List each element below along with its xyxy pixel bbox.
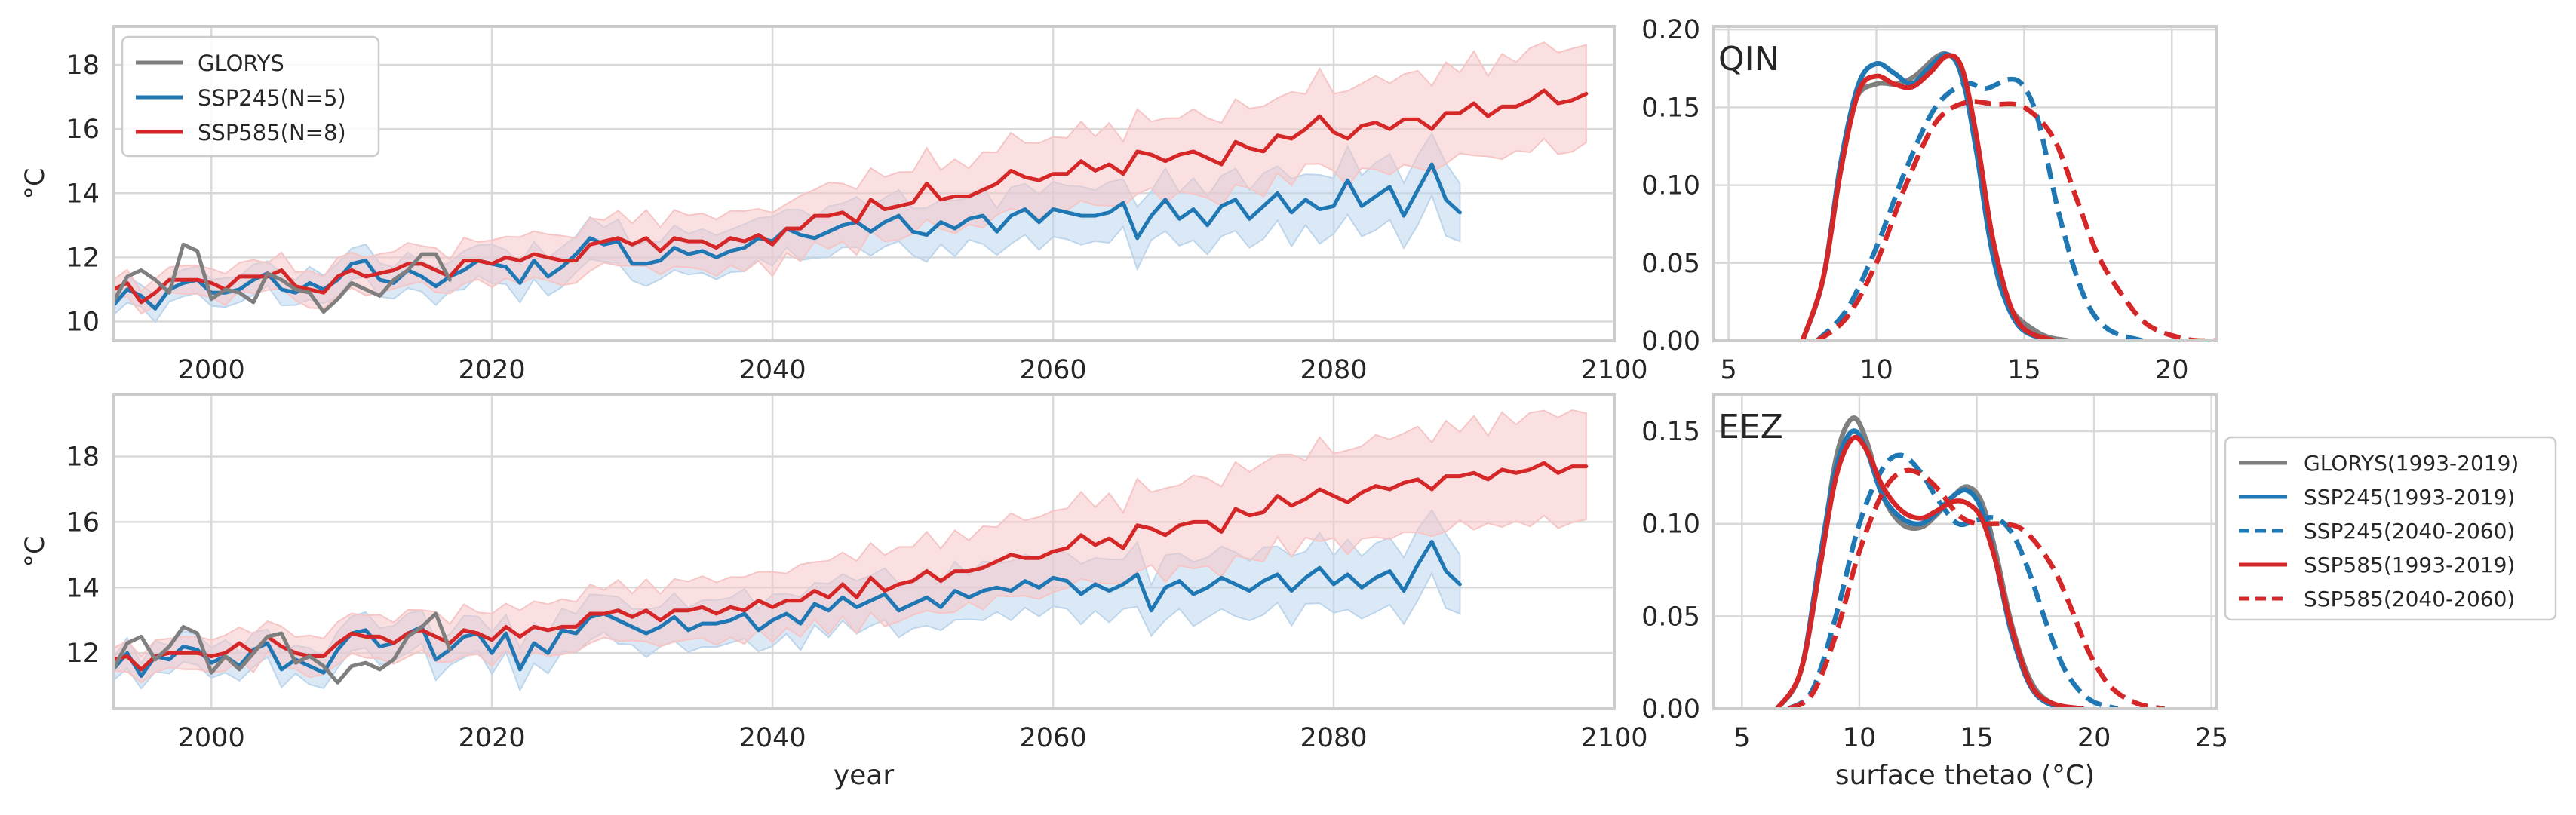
series-line-ssp585-2040-2060- (1816, 99, 2216, 341)
plot-frame (112, 393, 1616, 710)
legend-entry-label: SSP585(2040-2060) (2304, 587, 2515, 611)
y-tick-label: 12 (66, 639, 100, 669)
x-tick-label: 5 (1720, 355, 1736, 385)
x-tick-label: 2000 (178, 355, 245, 385)
x-axis-label: year (834, 760, 895, 791)
plot-content (1774, 415, 2166, 709)
x-tick-label: 10 (1843, 723, 1877, 753)
x-tick-label: 5 (1733, 723, 1750, 753)
x-tick-label: 20 (2155, 355, 2189, 385)
x-tick-label: 2100 (1580, 723, 1647, 753)
region-label: QIN (1718, 40, 1779, 78)
x-tick-label: 2080 (1300, 355, 1367, 385)
plot-area (1714, 394, 2216, 709)
x-tick-label: 25 (2195, 723, 2229, 753)
x-tick-label: 2020 (459, 723, 526, 753)
y-tick-label: 0.10 (1641, 171, 1700, 201)
legend-entry-label: SSP585(1993-2019) (2304, 553, 2515, 578)
y-tick-label: 14 (66, 573, 100, 603)
y-tick-label: 14 (66, 179, 100, 209)
series-line-ssp585-n-8- (113, 461, 1589, 672)
y-tick-label: 0.20 (1641, 15, 1700, 45)
legend-kde: GLORYS(1993-2019) SSP245(1993-2019) SSP245… (2224, 436, 2557, 621)
band-ssp585 (113, 41, 1587, 314)
y-tick-label: 18 (66, 443, 100, 473)
series-line-glorys (113, 242, 452, 314)
y-axis-label: °C (20, 536, 51, 568)
x-tick-label: 2040 (739, 723, 806, 753)
panel-kde_eez: 5 10 15 20 25 0.00 0.05 0.10 0.15 surface thetao … (1641, 393, 2229, 791)
y-tick-label: 18 (66, 51, 100, 81)
series-line-ssp245-2040-2060- (1815, 76, 2144, 341)
panel-ts_eez: 2000 2020 2040 2060 2080 2100 12 14 16 18 °C year (20, 393, 1648, 791)
x-tick-label: 2040 (739, 355, 806, 385)
y-tick-label: 0.10 (1641, 510, 1700, 540)
legend-entry-label: SSP245(N=5) (198, 85, 346, 111)
y-axis-label: °C (20, 168, 51, 200)
series-line-ssp585-1993-2019- (1800, 53, 2056, 341)
x-tick-label: 2100 (1580, 355, 1647, 385)
legend-box (2224, 436, 2557, 621)
y-tick-label: 0.00 (1641, 694, 1700, 725)
band-ssp585 (113, 409, 1587, 684)
x-tick-label: 10 (1859, 355, 1893, 385)
y-tick-label: 12 (66, 243, 100, 273)
legend-timeseries: GLORYS SSP245(N=5) SSP585(N=8) (121, 35, 380, 158)
x-tick-label: 15 (1960, 723, 1994, 753)
y-tick-label: 0.15 (1641, 417, 1700, 447)
region-label: EEZ (1718, 408, 1783, 446)
plot-content (113, 41, 1589, 323)
legend-entry-label: GLORYS(1993-2019) (2304, 451, 2519, 476)
plot-frame (1712, 393, 2218, 710)
legend-box (121, 35, 380, 158)
x-tick-label: 2060 (1020, 723, 1087, 753)
legend-entry-label: SSP245(1993-2019) (2304, 485, 2515, 510)
series-line-ssp585-1993-2019- (1774, 434, 2085, 709)
x-tick-label: 2020 (459, 355, 526, 385)
y-tick-label: 0.00 (1641, 326, 1700, 357)
y-tick-label: 16 (66, 507, 100, 538)
panel-ts_qin: 2000 2020 2040 2060 2080 2100 10 12 14 16 18 °C (20, 25, 1648, 385)
y-tick-label: 0.05 (1641, 602, 1700, 632)
series-line-ssp245-2040-2060- (1787, 452, 2119, 709)
legend-entry-label: SSP585(N=8) (198, 120, 346, 146)
plot-frame (112, 25, 1616, 342)
series-line-ssp245-n-5- (113, 540, 1462, 679)
series-line-ssp585-2040-2060- (1788, 467, 2166, 709)
legend-entry-label: GLORYS (198, 51, 284, 76)
x-tick-label: 20 (2077, 723, 2111, 753)
plot-frame (1712, 25, 2218, 342)
x-tick-label: 15 (2007, 355, 2041, 385)
y-tick-label: 0.05 (1641, 249, 1700, 279)
y-tick-label: 10 (66, 307, 100, 337)
x-axis-label: surface thetao (°C) (1835, 760, 2095, 791)
y-tick-label: 0.15 (1641, 93, 1700, 123)
series-line-ssp585-n-8- (113, 88, 1589, 305)
series-line-glorys (113, 611, 452, 685)
x-tick-label: 2000 (178, 723, 245, 753)
legend-entry-label: SSP245(2040-2060) (2304, 519, 2515, 544)
panel-kde_qin: 5 10 15 20 0.00 0.05 0.10 0.15 0.20 QIN (1641, 15, 2218, 385)
x-tick-label: 2060 (1020, 355, 1087, 385)
plot-content (113, 409, 1589, 693)
x-tick-label: 2080 (1300, 723, 1367, 753)
y-tick-label: 16 (66, 115, 100, 145)
plot-content (1800, 51, 2216, 341)
